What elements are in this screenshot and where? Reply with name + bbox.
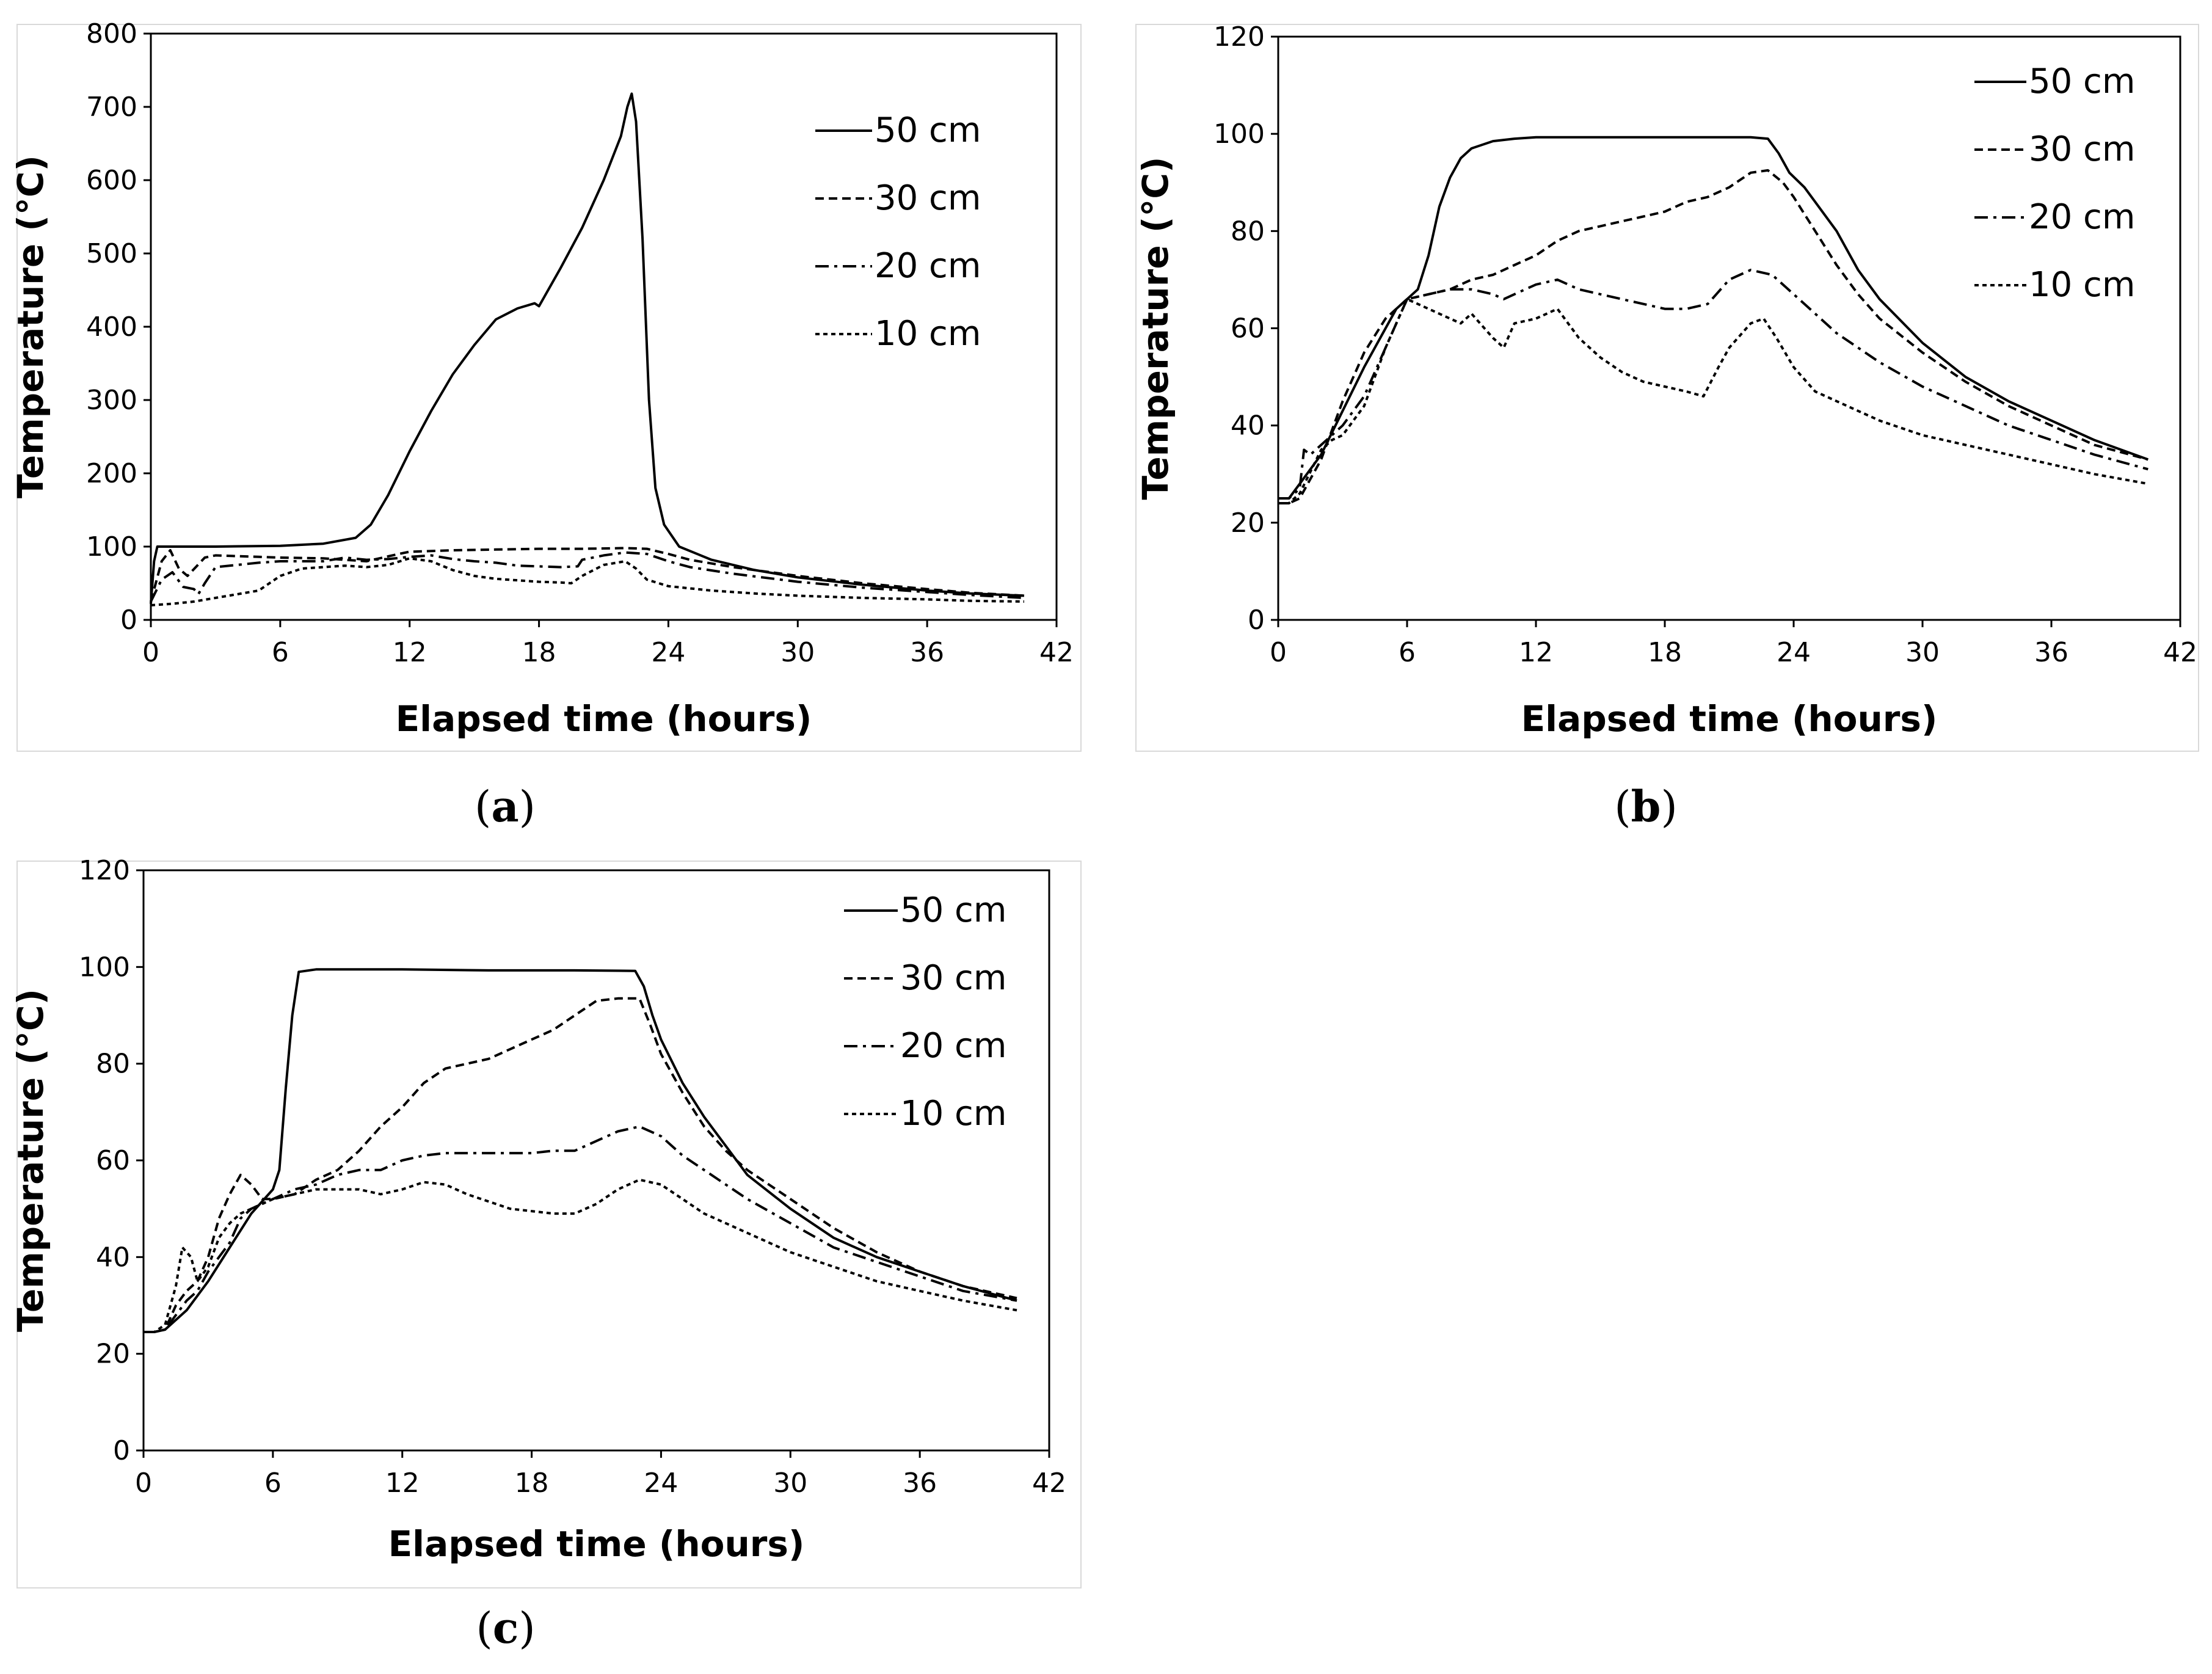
- y-tick-label: 40: [96, 1242, 130, 1273]
- chart-area-border: [16, 861, 1082, 1588]
- legend-label: 50 cm: [2029, 62, 2135, 101]
- plot-frame: [1277, 35, 2181, 621]
- x-tick-label: 24: [644, 1468, 678, 1499]
- legend-label: 50 cm: [875, 111, 981, 150]
- series-line-30-cm: [150, 547, 1025, 602]
- x-axis-label: Elapsed time (hours): [1521, 698, 1938, 740]
- series-line-50-cm: [150, 92, 1025, 604]
- series-line-20-cm: [1278, 269, 2148, 500]
- x-tick-label: 42: [2163, 637, 2197, 668]
- y-tick-label: 600: [86, 165, 137, 196]
- y-tick-label: 120: [79, 855, 130, 886]
- y-tick-label: 60: [96, 1145, 130, 1176]
- x-tick-label: 36: [2034, 637, 2068, 668]
- x-tick-label: 0: [1270, 637, 1287, 668]
- series-line-10-cm: [150, 557, 1025, 606]
- legend-label: 20 cm: [2029, 197, 2135, 237]
- x-tick-label: 18: [522, 637, 556, 668]
- y-tick-label: 120: [1213, 21, 1265, 53]
- chart-c: 0 20 40 60 80 100 120 0 6 12 18 24 30 36 42 Elapsed tim…: [10, 855, 1082, 1588]
- x-tick-label: 36: [910, 637, 944, 668]
- y-tick-label: 400: [86, 311, 137, 343]
- x-tick-label: 6: [264, 1468, 282, 1499]
- y-axis-label: Temperature (°C): [10, 155, 51, 498]
- legend-label: 30 cm: [900, 958, 1006, 998]
- legend-label: 20 cm: [875, 246, 981, 286]
- x-tick-label: 24: [651, 637, 685, 668]
- y-tick-label: 200: [86, 458, 137, 489]
- chart-area-border: [1135, 24, 2199, 752]
- y-axis-label: Temperature (°C): [10, 989, 51, 1332]
- x-axis-label: Elapsed time (hours): [388, 1523, 805, 1565]
- caption-a: (a): [475, 781, 536, 832]
- y-tick-label: 20: [1231, 508, 1265, 539]
- x-tick-label: 12: [1519, 637, 1553, 668]
- x-tick-label: 36: [903, 1468, 937, 1499]
- y-axis-label: Temperature (°C): [1135, 157, 1176, 500]
- x-tick-label: 18: [1648, 637, 1682, 668]
- x-tick-label: 6: [272, 637, 289, 668]
- y-tick-label: 20: [96, 1339, 130, 1370]
- y-tick-label: 800: [86, 18, 137, 49]
- caption-b: (b): [1614, 781, 1678, 832]
- x-axis-label: Elapsed time (hours): [396, 698, 812, 740]
- caption-c: (c): [476, 1603, 535, 1653]
- x-tick-label: 24: [1777, 637, 1811, 668]
- x-tick-label: 42: [1039, 637, 1074, 668]
- series-line-30-cm: [144, 997, 1017, 1333]
- chart-a: 0 100 200 300 400 500 600 700 800 0 6 12 18 24 30 36 42 E…: [10, 18, 1082, 752]
- legend: 50 cm 30 cm 20 cm 10 cm: [1974, 62, 2135, 305]
- legend: 50 cm 30 cm 20 cm 10 cm: [844, 890, 1006, 1134]
- legend: 50 cm 30 cm 20 cm 10 cm: [815, 111, 981, 354]
- chart-b: 0 20 40 60 80 100 120 0 6 12 18 24 30 36 42 Elapsed tim…: [1135, 21, 2199, 752]
- legend-label: 50 cm: [900, 890, 1006, 930]
- x-tick-label: 18: [515, 1468, 549, 1499]
- y-tick-label: 80: [1231, 216, 1265, 247]
- series-line-10-cm: [144, 1178, 1017, 1333]
- y-tick-label: 0: [1248, 605, 1265, 636]
- y-tick-label: 0: [113, 1435, 130, 1466]
- y-tick-label: 700: [86, 92, 137, 123]
- series-line-30-cm: [1278, 169, 2148, 504]
- series-line-50-cm: [144, 968, 1017, 1333]
- y-tick-label: 80: [96, 1049, 130, 1080]
- x-tick-label: 30: [780, 637, 815, 668]
- x-tick-label: 12: [393, 637, 427, 668]
- y-tick-label: 100: [1213, 118, 1265, 150]
- y-tick-label: 300: [86, 385, 137, 416]
- series-line-50-cm: [1278, 136, 2148, 500]
- legend-label: 10 cm: [875, 314, 981, 354]
- y-tick-label: 100: [79, 952, 130, 983]
- legend-label: 20 cm: [900, 1026, 1006, 1066]
- legend-label: 10 cm: [900, 1094, 1006, 1134]
- y-tick-label: 500: [86, 238, 137, 269]
- y-tick-label: 40: [1231, 410, 1265, 442]
- y-tick-label: 100: [86, 531, 137, 562]
- series-line-20-cm: [144, 1125, 1017, 1333]
- x-tick-label: 12: [385, 1468, 420, 1499]
- x-tick-label: 0: [135, 1468, 152, 1499]
- x-tick-label: 6: [1399, 637, 1416, 668]
- x-tick-label: 30: [773, 1468, 807, 1499]
- x-tick-label: 42: [1032, 1468, 1066, 1499]
- x-tick-label: 0: [142, 637, 159, 668]
- legend-label: 30 cm: [875, 178, 981, 218]
- series-line-20-cm: [150, 551, 1025, 602]
- y-tick-label: 60: [1231, 313, 1265, 344]
- series-line-10-cm: [1278, 297, 2148, 504]
- legend-label: 10 cm: [2029, 265, 2135, 305]
- legend-label: 30 cm: [2029, 129, 2135, 169]
- chart-area-border: [16, 24, 1082, 752]
- y-tick-label: 0: [120, 605, 137, 636]
- x-tick-label: 30: [1905, 637, 1940, 668]
